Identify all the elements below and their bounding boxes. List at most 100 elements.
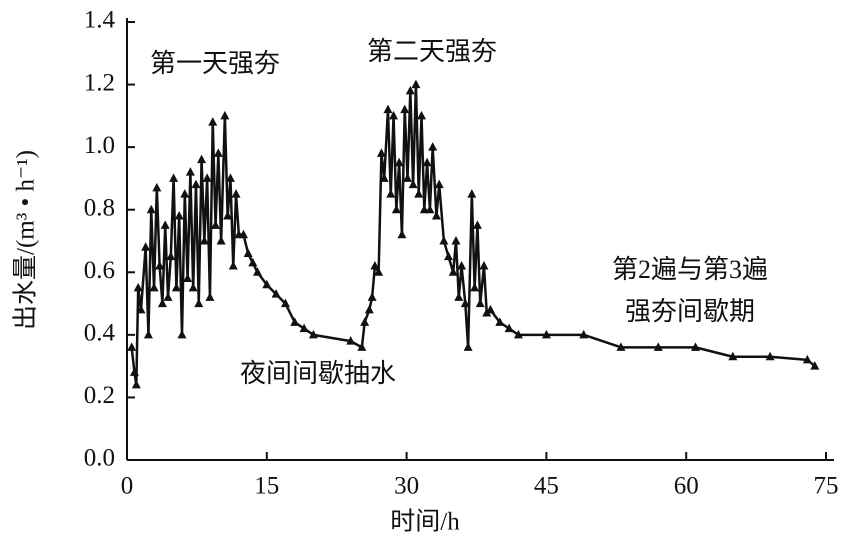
marker bbox=[141, 242, 151, 251]
y-tick-label: 1.2 bbox=[84, 69, 115, 96]
marker bbox=[177, 329, 187, 339]
marker bbox=[357, 342, 367, 351]
y-tick-label: 0.8 bbox=[84, 194, 115, 221]
marker bbox=[479, 261, 489, 270]
marker bbox=[431, 210, 441, 220]
marker bbox=[223, 210, 233, 220]
marker bbox=[485, 304, 495, 314]
marker bbox=[191, 179, 201, 189]
marker bbox=[143, 329, 153, 339]
annotation: 强夯间歇期 bbox=[625, 297, 755, 326]
marker bbox=[205, 292, 215, 301]
marker bbox=[202, 173, 212, 182]
marker bbox=[131, 379, 141, 389]
y-tick-label: 0.2 bbox=[84, 382, 115, 409]
marker bbox=[370, 261, 380, 270]
marker bbox=[513, 329, 523, 339]
marker bbox=[425, 204, 435, 214]
marker bbox=[129, 367, 139, 376]
marker bbox=[495, 317, 505, 326]
marker bbox=[163, 292, 173, 301]
marker bbox=[271, 289, 281, 298]
marker bbox=[346, 336, 356, 345]
x-axis-label: 时间/h bbox=[390, 508, 460, 536]
marker bbox=[262, 279, 272, 289]
marker bbox=[405, 85, 415, 95]
marker bbox=[434, 179, 444, 189]
annotation: 第一天强夯 bbox=[150, 49, 280, 78]
annotation: 第2遍与第3遍 bbox=[612, 255, 768, 284]
marker bbox=[216, 236, 226, 245]
marker bbox=[439, 236, 449, 245]
x-tick-label: 15 bbox=[254, 473, 279, 500]
marker bbox=[463, 342, 473, 351]
marker bbox=[180, 189, 190, 198]
marker bbox=[152, 182, 162, 192]
marker bbox=[444, 251, 454, 261]
marker bbox=[208, 117, 218, 126]
line bbox=[130, 83, 816, 387]
marker bbox=[374, 267, 384, 276]
marker bbox=[199, 236, 209, 245]
marker bbox=[360, 317, 370, 326]
marker bbox=[428, 142, 438, 151]
marker bbox=[188, 282, 198, 292]
x-tick-label: 45 bbox=[534, 473, 559, 500]
marker bbox=[280, 298, 290, 308]
y-tick-label: 0.4 bbox=[84, 320, 116, 347]
marker bbox=[146, 204, 156, 214]
marker bbox=[160, 220, 170, 229]
marker bbox=[127, 342, 137, 351]
marker bbox=[174, 210, 184, 220]
marker bbox=[397, 229, 407, 239]
marker bbox=[379, 173, 389, 182]
marker bbox=[197, 154, 207, 164]
marker bbox=[171, 282, 181, 292]
marker bbox=[185, 167, 195, 176]
annotation: 第二天强夯 bbox=[367, 37, 497, 66]
marker bbox=[364, 304, 374, 314]
marker bbox=[136, 304, 146, 314]
marker bbox=[457, 261, 467, 270]
marker bbox=[194, 298, 204, 308]
marker bbox=[383, 104, 393, 114]
marker bbox=[231, 189, 241, 198]
marker bbox=[149, 282, 159, 292]
marker bbox=[475, 298, 485, 308]
marker bbox=[183, 273, 193, 283]
x-tick-label: 75 bbox=[814, 473, 839, 500]
marker bbox=[367, 292, 377, 301]
marker bbox=[400, 104, 410, 114]
y-tick-label: 1.0 bbox=[84, 132, 115, 159]
marker bbox=[616, 342, 626, 351]
marker bbox=[391, 204, 401, 214]
marker bbox=[169, 173, 179, 182]
marker bbox=[166, 251, 176, 261]
marker bbox=[386, 189, 396, 198]
annotation: 夜间间歇抽水 bbox=[240, 359, 396, 388]
marker bbox=[211, 220, 221, 229]
marker bbox=[225, 173, 235, 182]
marker bbox=[403, 173, 413, 182]
marker bbox=[460, 298, 470, 308]
marker bbox=[248, 257, 258, 267]
y-tick-label: 1.4 bbox=[84, 7, 116, 34]
marker bbox=[653, 342, 663, 351]
marker bbox=[376, 148, 386, 157]
marker bbox=[299, 323, 309, 333]
marker bbox=[454, 292, 464, 301]
y-axis-label: 出水量/(m³ • h⁻¹) bbox=[12, 150, 40, 330]
marker bbox=[308, 329, 318, 339]
y-tick-label: 0.6 bbox=[84, 257, 115, 284]
marker bbox=[467, 189, 477, 198]
marker bbox=[408, 179, 418, 189]
marker bbox=[228, 261, 238, 270]
marker bbox=[252, 267, 262, 276]
x-tick-label: 0 bbox=[121, 473, 134, 500]
marker bbox=[411, 79, 421, 89]
marker bbox=[157, 298, 167, 308]
marker bbox=[472, 220, 482, 229]
marker bbox=[133, 282, 143, 292]
marker bbox=[220, 110, 230, 120]
